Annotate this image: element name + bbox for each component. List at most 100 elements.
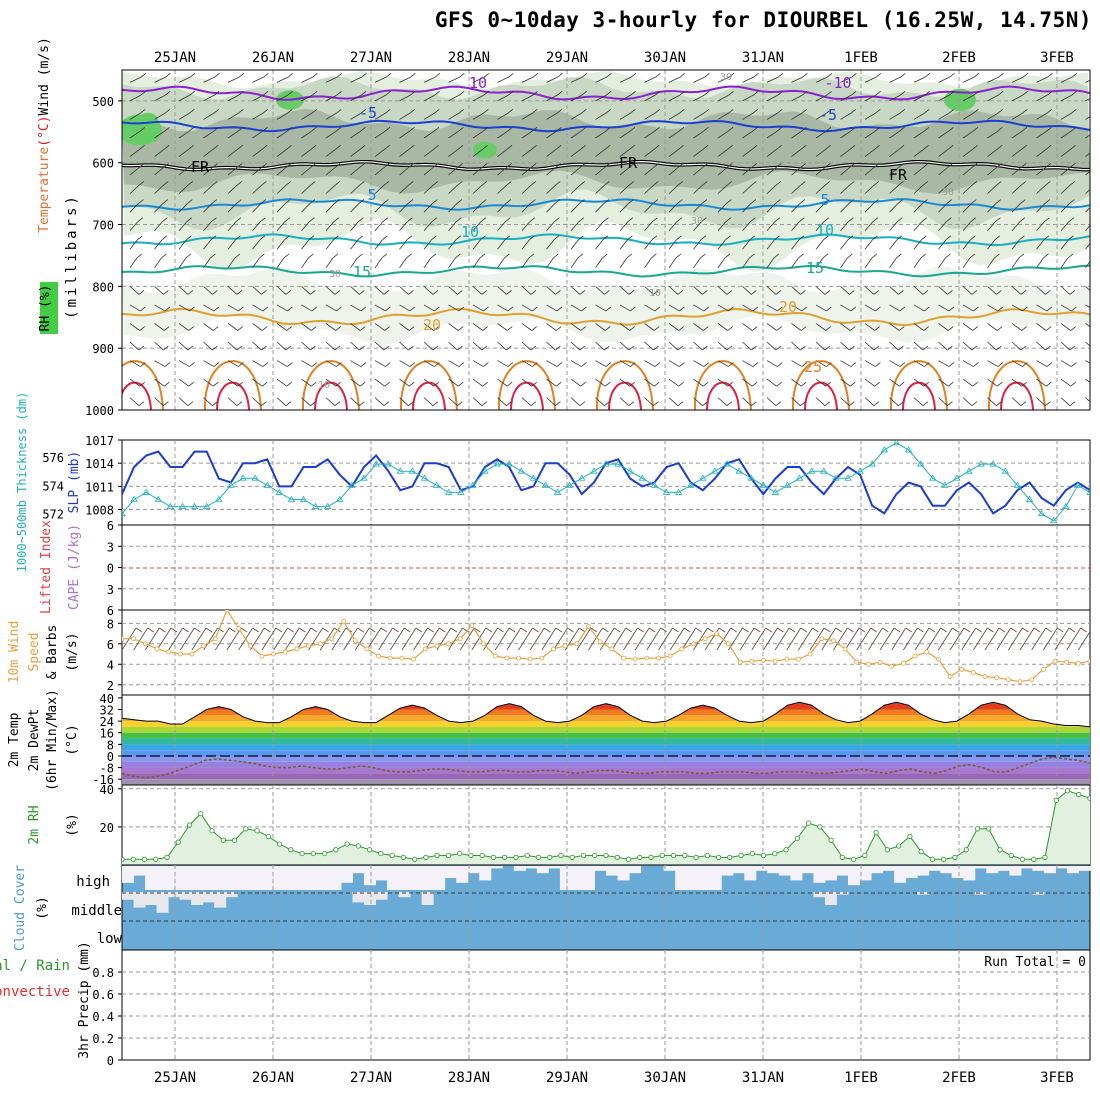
wind-barb [962, 257, 971, 269]
wind-barb-flag [262, 90, 269, 96]
wind-barb-flag [997, 126, 1003, 132]
wind-barb-flag [849, 145, 856, 150]
cloud-high-clear [536, 866, 549, 874]
wind-barb-flag [700, 253, 706, 259]
wind-barb-flag [263, 72, 269, 78]
rh-ylabel: RH (%) [38, 285, 53, 332]
rh2m-point [941, 856, 947, 862]
wind-barb-flag [555, 326, 562, 331]
wind-barb [350, 304, 362, 312]
wind10m-speed-point [609, 646, 615, 652]
wind-barb [154, 185, 164, 194]
wind-barb-flag [873, 199, 879, 204]
wind-barb [570, 341, 581, 351]
wind-barb-flag [675, 253, 682, 259]
wind-barb [203, 323, 214, 331]
wind-barb [717, 341, 728, 351]
wind-barb-flag [458, 108, 465, 114]
wind-barb [962, 112, 974, 120]
wind-barb-flag [285, 290, 292, 295]
wind-barb [938, 323, 949, 331]
wind10m-speed-point [341, 618, 346, 624]
wind-barb [840, 286, 850, 295]
wind-barb-flag [261, 381, 268, 387]
wind-barb-flag [406, 235, 413, 241]
cloud-high-clear [467, 866, 480, 874]
wind10m-speed-point [749, 658, 755, 664]
wind-barb [1011, 323, 1022, 331]
wind-barb [1011, 304, 1023, 312]
wind-barb [913, 112, 925, 120]
cloud-high-clear [721, 866, 734, 876]
wind-barb [374, 341, 385, 351]
wind-barb [472, 221, 482, 231]
wind-barb [644, 130, 655, 139]
wind10m-speed-point [1052, 658, 1058, 664]
wind-barb [203, 94, 215, 102]
thickness-point [941, 481, 949, 488]
wind-barb [938, 257, 946, 269]
axis-tick-label: 800 [92, 280, 114, 294]
wind-barb-flag [605, 108, 612, 114]
wind-barb [644, 323, 655, 331]
wind-barb-flag [849, 181, 855, 186]
wind-barb [1036, 149, 1047, 157]
wind-barb-flag [678, 381, 684, 387]
wind-barb-flag [824, 181, 831, 186]
wind-barb-flag [898, 381, 905, 387]
wind-barb-flag [505, 199, 512, 204]
cloud-middle-clear [352, 892, 365, 903]
wind-barb [154, 221, 163, 231]
wind-barb [546, 360, 558, 367]
wind-barb [252, 112, 263, 120]
wind-barb-flag [800, 345, 806, 351]
wind-barb [1011, 112, 1023, 120]
rh2m-point [896, 843, 902, 849]
wind-barb-flag [874, 145, 880, 150]
wind-barb-flag [434, 90, 440, 96]
wind-barb [987, 221, 996, 231]
top-date-label: 27JAN [350, 50, 392, 66]
wind-barb [619, 149, 630, 157]
cloud-high-clear [824, 866, 837, 881]
wind10m-barb [553, 627, 568, 651]
cloud-cover-panel: high middle low Cloud Cover (%) [13, 864, 1091, 951]
cloud-high-clear [951, 866, 964, 878]
wind-barb [864, 203, 874, 213]
wind-barb-flag [824, 163, 831, 168]
wind-barb [423, 397, 434, 406]
wind-barb [889, 323, 900, 331]
wind10m-barb [378, 627, 393, 651]
wind-barb-flag [725, 235, 731, 241]
wind-barb-flag [430, 253, 437, 259]
wind-barb [1011, 221, 1021, 231]
wind10m-speed-point [399, 655, 405, 661]
temp-band [122, 755, 1090, 762]
wind-barb-flag [924, 108, 930, 114]
wind-barb [374, 304, 386, 312]
thickness-point [372, 460, 380, 467]
rh2m-point [828, 837, 834, 843]
wind-barb-flag [948, 306, 955, 312]
wind-barb [178, 76, 191, 83]
warm-contour [301, 360, 360, 410]
temp-ylabel-unit: (°C) [65, 724, 80, 755]
wind-barb [668, 286, 679, 295]
wind-barb [276, 341, 287, 351]
wind-barb-flag [187, 290, 194, 295]
wind-barb [717, 76, 730, 83]
wind-barb [252, 203, 262, 213]
wind-barb [227, 130, 239, 139]
wind-barb [619, 167, 630, 176]
wind10m-barb [809, 627, 825, 651]
wind10m-barb-flag [730, 627, 738, 633]
thickness-point [239, 474, 247, 481]
wind10m-speed-point [446, 641, 451, 647]
wind-barb [766, 341, 777, 351]
wind-barb [423, 221, 433, 231]
wind-barb [472, 203, 482, 213]
wind-barb-flag [1096, 91, 1100, 95]
wind-barb-flag [800, 163, 806, 168]
wind-barb-flag [409, 108, 416, 114]
